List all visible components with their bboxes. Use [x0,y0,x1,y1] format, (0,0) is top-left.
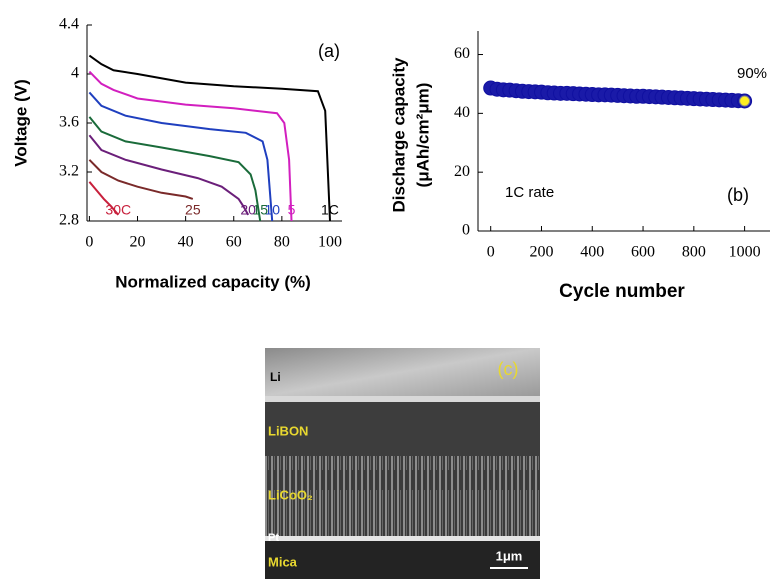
curve-label: 10 [264,202,280,218]
interface [265,396,540,402]
y-tick-label: 20 [454,163,470,180]
layer-label: LiCoO₂ [268,487,313,502]
line [88,134,250,216]
y-tick-label: 4.4 [59,16,79,33]
curve-label: 20 [240,202,256,218]
layer-label: Li [270,370,281,384]
x-tick-label: 400 [580,244,604,261]
pt-layer [265,536,540,541]
x-tick-label: 20 [130,234,146,251]
line [88,70,293,222]
libon-layer [265,402,540,456]
licoo2-layer [265,456,540,536]
line [88,181,120,216]
panel-label: (c) [498,359,519,379]
x-tick-label: 1000 [729,244,761,261]
curve-label: 25 [185,202,201,218]
line [88,54,331,222]
mica-layer [265,541,540,579]
line [88,116,262,222]
x-tick-label: 600 [631,244,655,261]
layer-label: Pt [268,532,279,544]
scale-label: 1μm [496,548,523,563]
x-tick-label: 40 [178,234,194,251]
y-tick-label: 3.6 [59,114,79,131]
y-tick-label: 0 [462,222,470,239]
x-tick-label: 80 [274,234,290,251]
curve-label: 15 [252,202,268,218]
layer-label: Mica [268,554,298,569]
y-axis-label: Discharge capacity [389,57,408,213]
y-tick-label: 60 [454,45,470,62]
y-tick-label: 2.8 [59,212,79,229]
point [739,95,751,107]
x-tick-label: 100 [318,234,342,251]
curve-label: 30C [105,202,131,218]
y-axis-label: (μAh/cm²μm) [413,83,432,188]
curve-label: 5 [288,202,296,218]
x-axis-label: Cycle number [559,281,685,302]
micrograph: Li LiBON LiCoO₂ Pt Mica 1μm (c) [265,348,540,579]
curve-label: 1C [321,202,339,218]
y-tick-label: 3.2 [59,163,79,180]
y-tick-label: 4 [71,65,79,82]
x-tick-label: 800 [682,244,706,261]
x-tick-label: 60 [226,234,242,251]
annotation: (a) [318,41,340,61]
annotation: 90% [737,65,767,82]
li-layer [265,348,540,396]
x-axis-label: Normalized capacity (%) [115,272,311,291]
line [88,159,194,200]
y-axis-label: Voltage (V) [11,79,30,167]
x-tick-label: 0 [487,244,495,261]
y-tick-label: 40 [454,104,470,121]
x-tick-label: 0 [85,234,93,251]
layer-label: LiBON [268,423,308,438]
x-tick-label: 200 [529,244,553,261]
line [88,91,274,222]
annotation: 1C rate [505,184,554,201]
annotation: (b) [727,185,749,205]
